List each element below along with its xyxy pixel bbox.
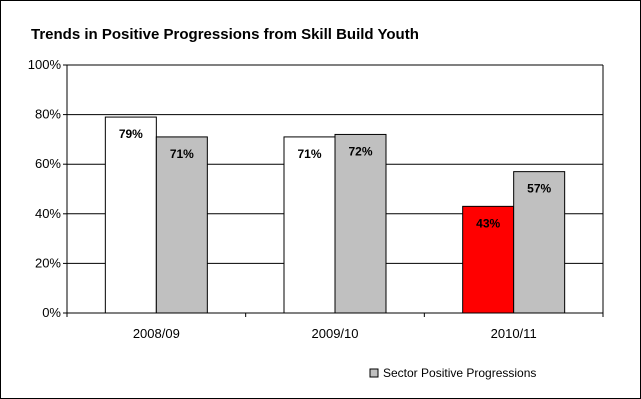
bar (462, 205, 515, 314)
bar (155, 136, 208, 314)
bar (104, 116, 157, 314)
y-tick-label: 0% (42, 305, 61, 320)
data-label: 71% (297, 147, 321, 161)
x-category-label: 2008/09 (133, 326, 180, 341)
data-label: 71% (170, 147, 194, 161)
y-tick-label: 60% (35, 156, 61, 171)
chart-title: Trends in Positive Progressions from Ski… (31, 26, 419, 43)
data-label: 79% (119, 127, 143, 141)
y-tick-label: 100% (28, 57, 62, 72)
y-tick-label: 20% (35, 255, 61, 270)
data-label: 72% (348, 144, 372, 158)
x-category-label: 2010/11 (491, 326, 537, 341)
y-tick-label: 80% (35, 107, 61, 122)
data-label: 57% (527, 182, 551, 196)
data-label: 43% (476, 216, 500, 230)
legend-swatch (369, 368, 379, 378)
bar (283, 136, 336, 314)
y-tick-label: 40% (35, 206, 61, 221)
bar (513, 171, 566, 314)
x-category-label: 2009/10 (312, 326, 359, 341)
bar (334, 133, 387, 314)
legend-label: Sector Positive Progressions (383, 366, 536, 380)
